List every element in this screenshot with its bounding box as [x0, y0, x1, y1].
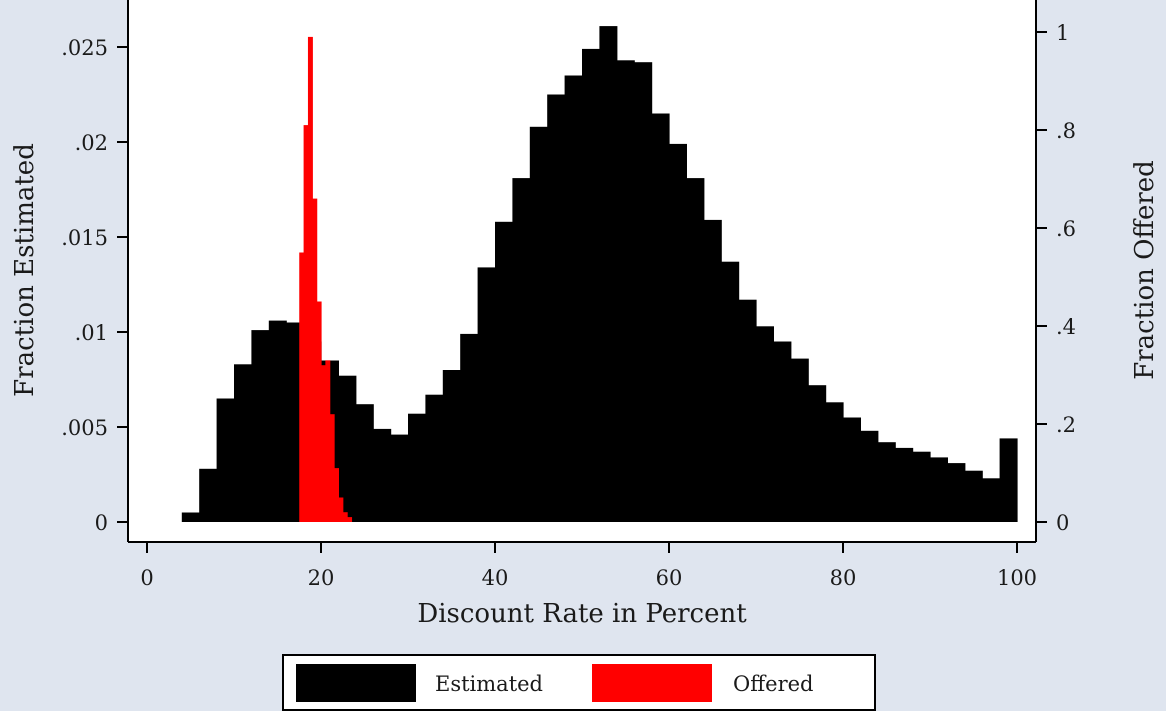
estimated-bar: [512, 178, 531, 522]
x-tick-label: 100: [997, 566, 1037, 590]
x-axis-title: Discount Rate in Percent: [417, 599, 747, 629]
estimated-bar: [199, 468, 218, 522]
estimated-bar: [425, 394, 444, 522]
legend: Estimated Offered: [282, 654, 876, 711]
offered-bar: [299, 252, 305, 522]
x-tick-label: 20: [308, 566, 335, 590]
y-left-tick-label: .01: [75, 321, 108, 345]
offered-bar: [342, 512, 348, 522]
y-right-tick-label: 1: [1056, 21, 1069, 45]
estimated-bar: [634, 62, 653, 522]
estimated-bar: [355, 404, 374, 522]
estimated-bar: [547, 94, 566, 522]
estimated-bar: [477, 267, 496, 522]
legend-swatch-offered: [592, 664, 712, 702]
y-right-tick-label: 0: [1056, 511, 1069, 535]
offered-bar: [307, 36, 313, 523]
estimated-bar: [808, 385, 827, 522]
estimated-bar: [669, 143, 687, 522]
estimated-bar: [947, 463, 966, 522]
estimated-bar: [982, 478, 1001, 522]
estimated-bar: [582, 48, 600, 523]
estimated-bar: [895, 447, 914, 522]
estimated-bar: [773, 341, 792, 522]
estimated-bar: [181, 512, 200, 522]
estimated-bar: [373, 428, 392, 522]
y-right-tick-label: .8: [1056, 119, 1076, 143]
estimated-bar: [338, 375, 357, 522]
estimated-bar: [703, 219, 722, 522]
y-right-tick-label: .4: [1056, 315, 1076, 339]
estimated-bar: [721, 261, 740, 522]
estimated-bar: [843, 417, 861, 522]
x-tick-label: 80: [830, 566, 857, 590]
y-left-tick-label: .025: [61, 36, 108, 60]
estimated-bar: [564, 75, 583, 522]
offered-bar: [325, 360, 331, 522]
offered-bar: [303, 125, 309, 522]
offered-bars: [299, 36, 353, 523]
estimated-bar: [408, 413, 426, 522]
y-right-tick-label: .2: [1056, 413, 1076, 437]
legend-label-estimated: Estimated: [435, 672, 543, 696]
estimated-bar: [860, 430, 879, 522]
legend-label-offered: Offered: [733, 672, 813, 696]
estimated-bar: [495, 221, 513, 523]
estimated-bar: [442, 370, 461, 522]
offered-bar: [338, 497, 344, 522]
x-axis-ticks: 0 20 40 60 80 100: [140, 542, 1037, 590]
y-left-tick-label: .005: [61, 416, 108, 440]
estimated-bar: [251, 330, 270, 522]
estimated-bar: [756, 326, 774, 522]
estimated-bar: [930, 457, 948, 522]
y-axis-left-title: Fraction Estimated: [10, 143, 40, 397]
estimated-bar: [877, 442, 896, 522]
estimated-bar: [999, 438, 1018, 522]
offered-bar: [334, 468, 339, 522]
y-left-tick-label: .02: [75, 131, 108, 155]
estimated-bar: [686, 178, 705, 522]
estimated-bar: [268, 320, 287, 522]
y-left-tick-label: .015: [61, 226, 108, 250]
estimated-bar: [216, 398, 235, 522]
y-left-tick-label: 0: [95, 511, 108, 535]
estimated-bar: [234, 364, 252, 522]
estimated-bar: [825, 402, 844, 522]
offered-bar: [312, 198, 318, 522]
estimated-bar: [529, 126, 548, 523]
y-axis-right-ticks: 0 .2 .4 .6 .8 1: [1036, 21, 1076, 535]
estimated-bar: [460, 333, 479, 522]
y-axis-left-ticks: 0 .005 .01 .015 .02 .025: [61, 36, 128, 535]
offered-bar: [321, 365, 326, 522]
y-axis-right-title: Fraction Offered: [1130, 160, 1160, 380]
estimated-bar: [964, 470, 983, 522]
estimated-bar: [599, 26, 618, 522]
legend-swatch-estimated: [296, 664, 416, 702]
y-right-tick-label: .6: [1056, 217, 1076, 241]
estimated-bar: [651, 113, 670, 522]
estimated-bar: [912, 451, 931, 522]
estimated-bar: [390, 434, 409, 522]
offered-bar: [347, 517, 353, 522]
x-tick-label: 40: [482, 566, 509, 590]
estimated-bar: [738, 299, 757, 522]
offered-bar: [316, 301, 322, 522]
x-tick-label: 0: [140, 566, 153, 590]
offered-bar: [329, 414, 335, 522]
estimated-bar: [616, 60, 635, 523]
estimated-bar: [790, 358, 809, 522]
x-tick-label: 60: [656, 566, 683, 590]
